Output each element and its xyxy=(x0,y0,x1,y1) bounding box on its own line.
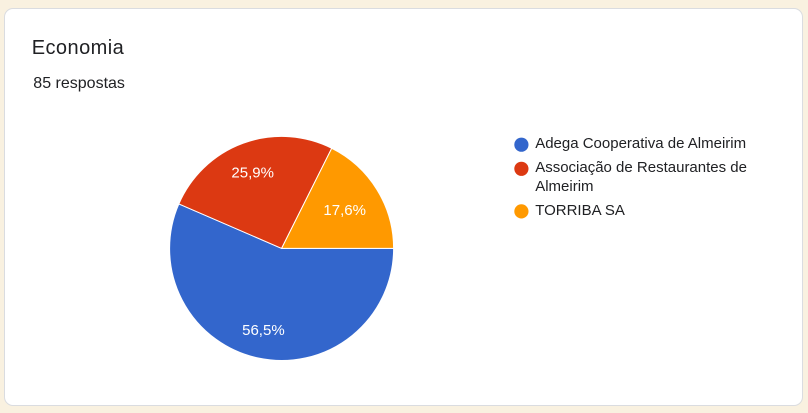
svg-text:25,9%: 25,9% xyxy=(231,165,274,182)
svg-text:17,6%: 17,6% xyxy=(323,202,366,219)
svg-text:56,5%: 56,5% xyxy=(242,322,285,339)
